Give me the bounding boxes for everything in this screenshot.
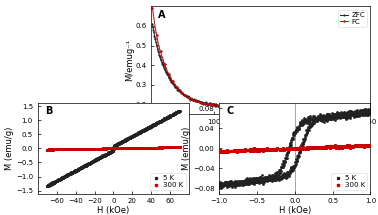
5 K — [283, 157, 288, 159]
Text: C: C — [227, 106, 234, 116]
5 K — [134, 133, 139, 135]
300 K — [177, 146, 181, 148]
300 K — [46, 148, 50, 151]
300 K — [170, 146, 175, 149]
ZFC — [353, 105, 357, 108]
5 K — [160, 119, 164, 121]
300 K — [45, 148, 50, 151]
5 K — [217, 185, 222, 187]
FC — [230, 105, 235, 108]
300 K — [224, 151, 228, 153]
ZFC — [277, 105, 282, 108]
5 K — [165, 116, 169, 119]
Line: 5 K: 5 K — [218, 108, 371, 189]
ZFC — [297, 106, 301, 109]
5 K — [170, 113, 175, 116]
300 K — [160, 146, 164, 149]
FC — [150, 6, 155, 9]
5 K — [277, 169, 282, 172]
300 K — [351, 144, 355, 147]
Text: B: B — [45, 106, 53, 116]
FC — [353, 105, 357, 108]
ZFC — [175, 86, 179, 89]
Legend: ZFC, FC: ZFC, FC — [338, 10, 367, 27]
FC — [288, 107, 292, 110]
5 K — [45, 185, 50, 187]
X-axis label: H (kOe): H (kOe) — [97, 206, 130, 215]
5 K — [219, 187, 224, 189]
5 K — [366, 107, 370, 110]
ZFC — [283, 108, 288, 110]
5 K — [351, 112, 355, 115]
5 K — [90, 161, 94, 163]
Y-axis label: M (emu/g): M (emu/g) — [182, 127, 191, 170]
300 K — [135, 147, 139, 149]
ZFC — [230, 106, 235, 108]
X-axis label: T/K: T/K — [254, 126, 268, 135]
300 K — [165, 146, 169, 149]
FC — [297, 106, 301, 108]
300 K — [217, 150, 222, 153]
5 K — [177, 109, 181, 112]
300 K — [311, 146, 316, 149]
Line: 300 K: 300 K — [46, 146, 180, 150]
5 K — [217, 186, 222, 189]
ZFC — [298, 106, 302, 109]
Text: A: A — [158, 10, 165, 20]
ZFC — [150, 23, 155, 25]
Legend: 5 K, 300 K: 5 K, 300 K — [150, 173, 186, 190]
Line: ZFC: ZFC — [152, 23, 355, 109]
FC — [216, 104, 221, 107]
5 K — [248, 178, 253, 181]
Y-axis label: M/emug⁻¹: M/emug⁻¹ — [125, 39, 134, 81]
Line: 5 K: 5 K — [46, 110, 180, 187]
FC — [277, 105, 282, 108]
300 K — [277, 148, 282, 151]
300 K — [248, 149, 253, 152]
FC — [298, 106, 302, 108]
300 K — [352, 143, 357, 146]
Legend: 5 K, 300 K: 5 K, 300 K — [332, 173, 367, 190]
5 K — [311, 118, 316, 121]
Y-axis label: M (emu/g): M (emu/g) — [5, 127, 14, 170]
300 K — [45, 148, 50, 151]
300 K — [340, 145, 344, 147]
300 K — [217, 150, 222, 153]
300 K — [283, 148, 288, 150]
Line: FC: FC — [152, 7, 355, 109]
FC — [175, 86, 179, 88]
X-axis label: H (kOe): H (kOe) — [279, 206, 311, 215]
300 K — [90, 147, 94, 150]
5 K — [80, 166, 85, 168]
ZFC — [216, 105, 221, 108]
Line: 300 K: 300 K — [218, 144, 371, 153]
5 K — [340, 116, 344, 118]
300 K — [80, 148, 85, 150]
5 K — [45, 184, 50, 187]
